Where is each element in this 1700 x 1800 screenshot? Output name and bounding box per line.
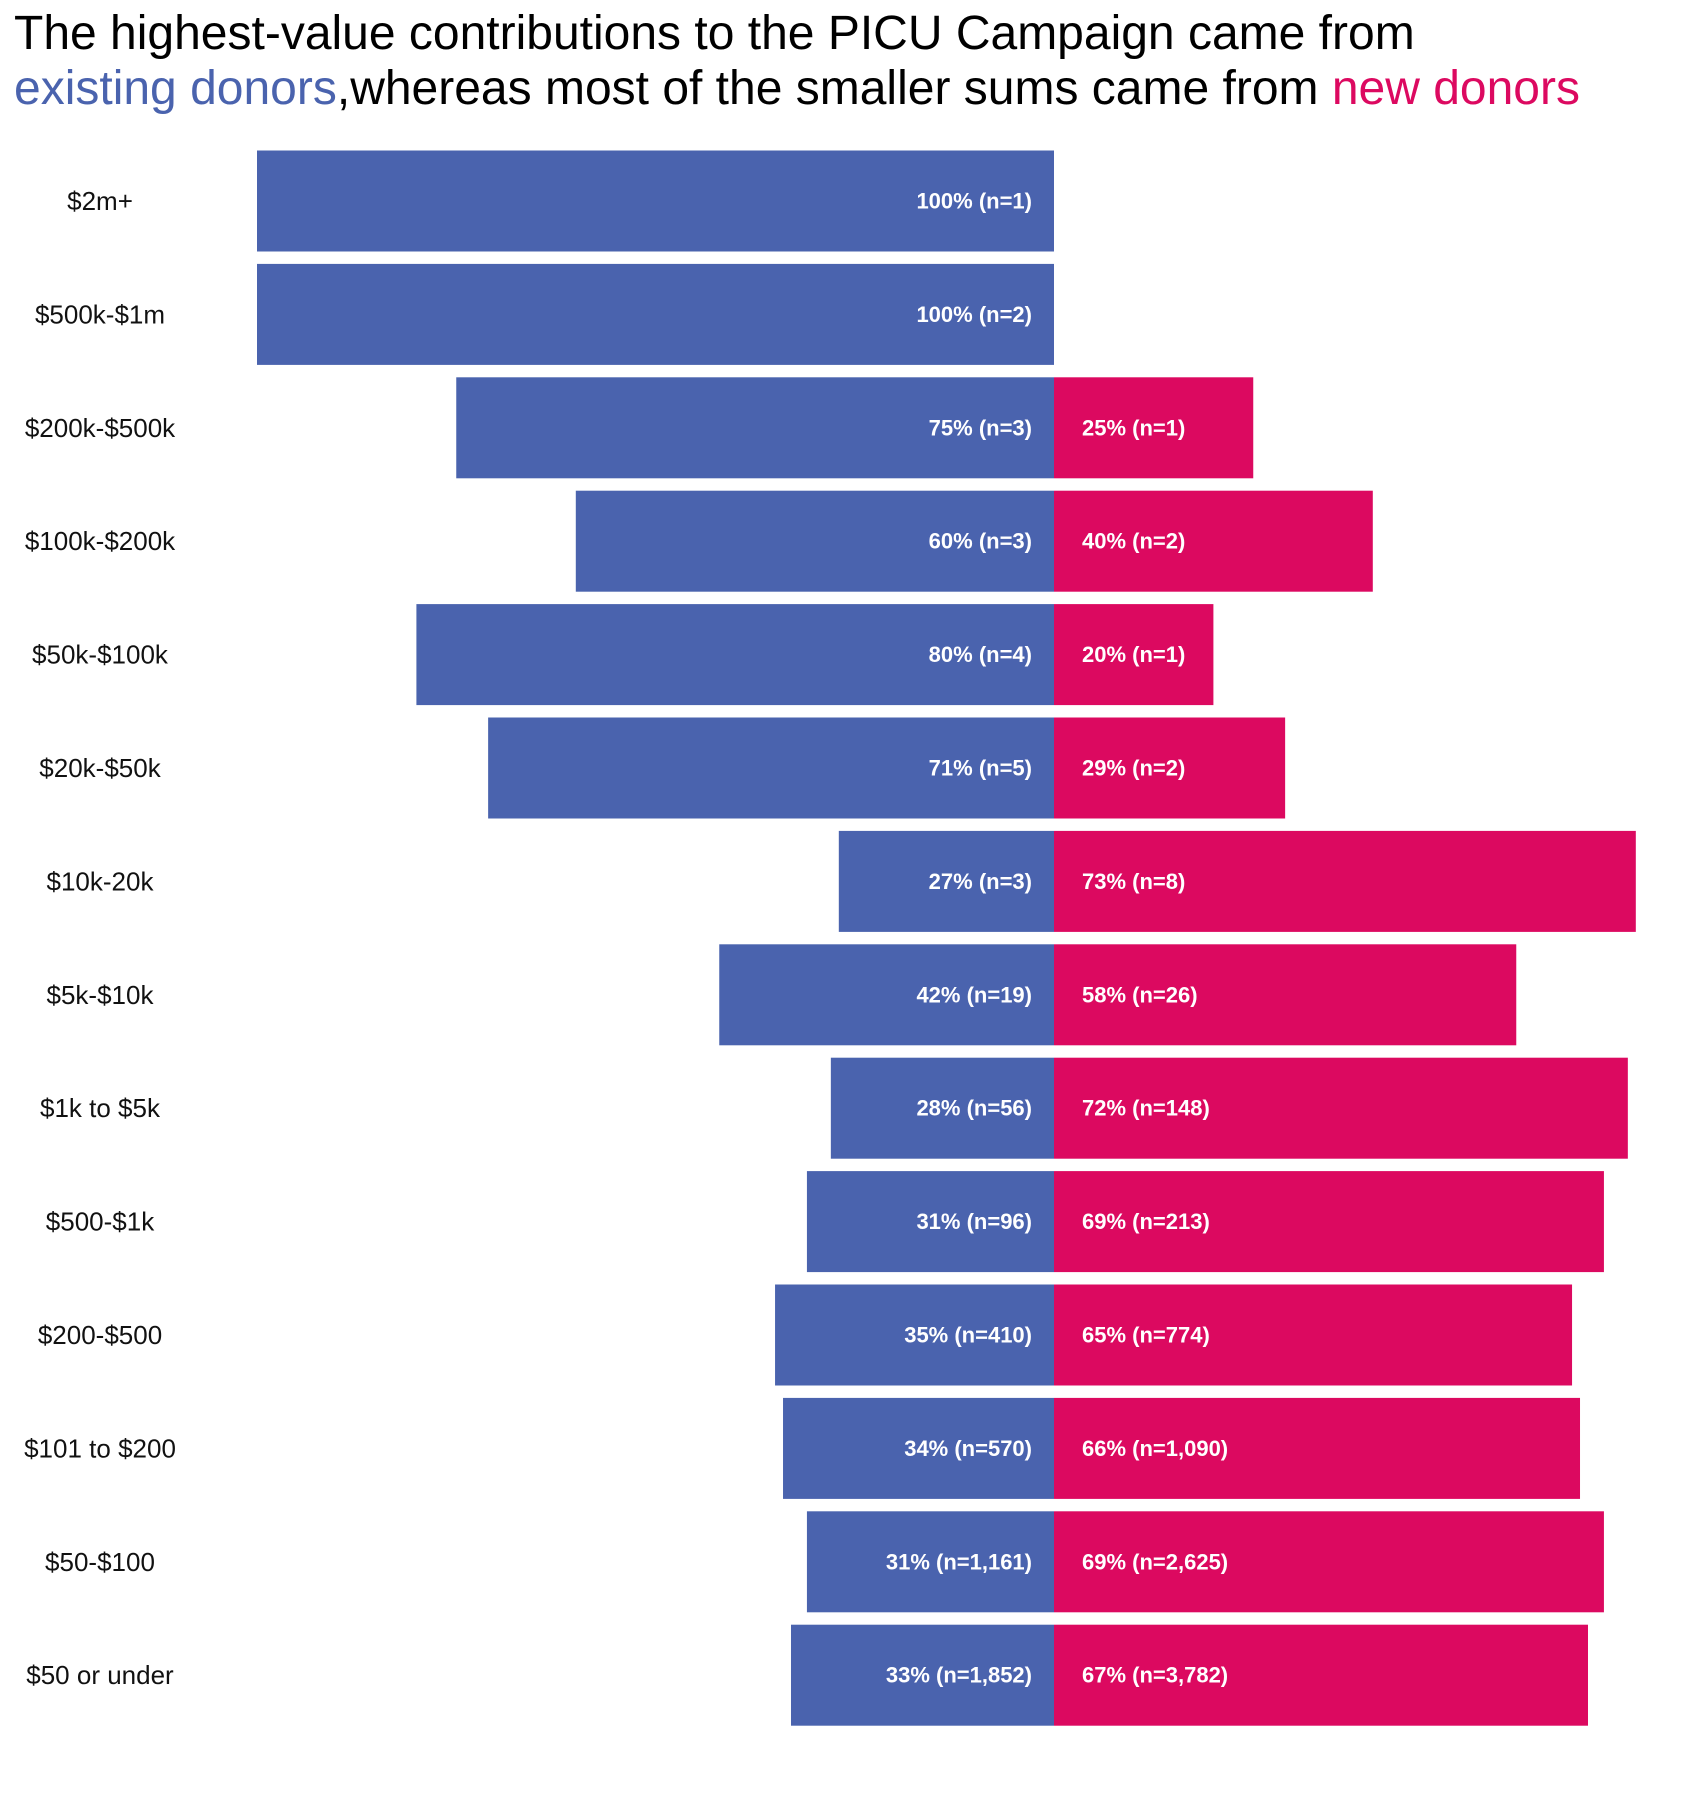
category-label: $10k-20k <box>47 866 155 896</box>
existing-donors-bar-label: 100% (n=1) <box>916 189 1032 214</box>
category-label: $200k-$500k <box>25 413 176 443</box>
existing-donors-bar <box>719 944 1054 1046</box>
category-label: $500-$1k <box>46 1207 155 1237</box>
existing-donors-bar-label: 31% (n=1,161) <box>886 1549 1032 1574</box>
existing-donors-bar-label: 42% (n=19) <box>916 982 1032 1007</box>
new-donors-bar-label: 20% (n=1) <box>1082 642 1185 667</box>
chart-title: The highest-value contributions to the P… <box>14 6 1694 116</box>
new-donors-bar-label: 67% (n=3,782) <box>1082 1663 1228 1688</box>
category-label: $20k-$50k <box>39 753 161 783</box>
existing-donors-bar-label: 33% (n=1,852) <box>886 1663 1032 1688</box>
title-line-2: existing donors,whereas most of the smal… <box>14 61 1694 116</box>
category-label: $5k-$10k <box>47 980 155 1010</box>
new-donors-bar-label: 25% (n=1) <box>1082 415 1185 440</box>
new-donors-bar-label: 65% (n=774) <box>1082 1323 1210 1348</box>
new-donors-bar <box>1054 944 1517 1046</box>
existing-donors-bar <box>783 1397 1054 1499</box>
new-donors-bar-label: 73% (n=8) <box>1082 869 1185 894</box>
new-donors-bar <box>1054 377 1254 479</box>
existing-donors-bar <box>416 604 1054 706</box>
new-donors-bar <box>1054 604 1214 706</box>
existing-donors-bar-label: 100% (n=2) <box>916 302 1032 327</box>
existing-donors-bar <box>790 1624 1054 1726</box>
existing-donors-bar-label: 71% (n=5) <box>929 756 1032 781</box>
new-donors-bar <box>1054 717 1286 819</box>
new-donors-bar-label: 29% (n=2) <box>1082 756 1185 781</box>
existing-donors-bar-label: 35% (n=410) <box>904 1323 1032 1348</box>
existing-donors-bar <box>488 717 1054 819</box>
new-donors-bar-label: 72% (n=148) <box>1082 1096 1210 1121</box>
title-middle-text: ,whereas most of the smaller sums came f… <box>336 62 1332 115</box>
new-donors-bar <box>1054 490 1373 592</box>
new-donors-bar-label: 40% (n=2) <box>1082 529 1185 554</box>
new-donors-bar-label: 69% (n=2,625) <box>1082 1549 1228 1574</box>
existing-donors-bar-label: 80% (n=4) <box>929 642 1032 667</box>
new-donors-bar <box>1054 830 1636 932</box>
new-donors-bar <box>1054 1624 1588 1726</box>
category-label: $101 to $200 <box>24 1433 176 1463</box>
new-donors-bar-label: 58% (n=26) <box>1082 982 1198 1007</box>
existing-donors-bar <box>830 1057 1054 1159</box>
category-label: $200-$500 <box>38 1320 162 1350</box>
existing-donors-bar-label: 75% (n=3) <box>929 415 1032 440</box>
new-donors-bar-label: 66% (n=1,090) <box>1082 1436 1228 1461</box>
existing-donors-bar <box>806 1171 1054 1273</box>
category-labels-group: $2m+ $500k-$1m $200k-$500k $100k-$200k $50k-… <box>24 186 176 1690</box>
new-donors-bar <box>1054 1284 1573 1386</box>
category-label: $500k-$1m <box>35 299 165 329</box>
existing-donors-bar <box>575 490 1054 592</box>
new-donors-bar <box>1054 1171 1604 1273</box>
existing-donors-bar-label: 27% (n=3) <box>929 869 1032 894</box>
existing-donors-bar <box>838 830 1054 932</box>
existing-donors-bar <box>775 1284 1054 1386</box>
existing-donors-bar <box>806 1511 1054 1613</box>
existing-donors-bar-label: 28% (n=56) <box>916 1096 1032 1121</box>
title-existing-donors: existing donors <box>14 62 337 115</box>
new-donors-bar <box>1054 1397 1581 1499</box>
category-label: $50k-$100k <box>32 640 169 670</box>
category-label: $100k-$200k <box>25 526 176 556</box>
new-donors-bar <box>1054 1511 1604 1613</box>
category-label: $50 or under <box>26 1660 174 1690</box>
existing-donors-bar-label: 31% (n=96) <box>916 1209 1032 1234</box>
existing-donors-bar <box>257 150 1054 252</box>
title-new-donors: new donors <box>1331 62 1580 115</box>
existing-donors-bar <box>257 263 1054 365</box>
existing-donors-bar-label: 60% (n=3) <box>929 529 1032 554</box>
new-donors-bar <box>1054 1057 1628 1159</box>
bars-group <box>257 150 1636 1726</box>
category-label: $1k to $5k <box>40 1093 161 1123</box>
bar-labels-group: 100% (n=1) 100% (n=2) 75% (n=3) 25% (n=1) 60… <box>886 189 1228 1688</box>
existing-donors-bar-label: 34% (n=570) <box>904 1436 1032 1461</box>
new-donors-bar-label: 69% (n=213) <box>1082 1209 1210 1234</box>
existing-donors-bar <box>456 377 1054 479</box>
title-line-1: The highest-value contributions to the P… <box>14 7 1415 60</box>
category-label: $50-$100 <box>45 1547 155 1577</box>
category-label: $2m+ <box>67 186 133 216</box>
